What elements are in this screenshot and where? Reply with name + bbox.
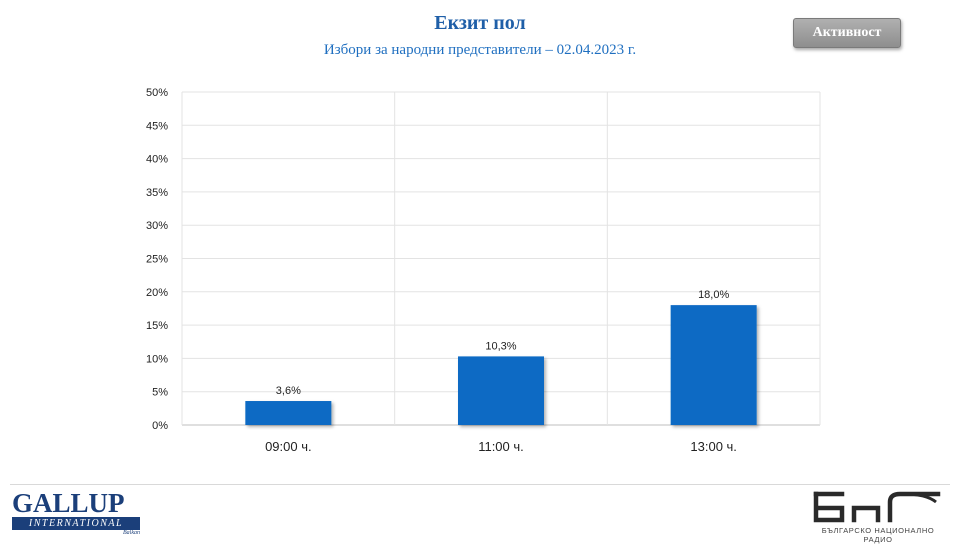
- y-tick-label: 15%: [146, 320, 168, 332]
- bar-layer: 3,6% 10,3% 18,0%: [245, 289, 757, 425]
- bar: [458, 356, 544, 425]
- y-tick-label: 40%: [146, 154, 168, 166]
- bnr-logo-icon: [813, 491, 941, 523]
- x-tick-label: 13:00 ч.: [690, 439, 737, 454]
- data-label: 18,0%: [698, 289, 729, 301]
- y-tick-label: 5%: [152, 387, 168, 399]
- gallup-logo-name: GALLUP: [12, 488, 125, 518]
- bar: [670, 305, 757, 425]
- bnr-logo: БЪЛГАРСКО НАЦИОНАЛНО РАДИО: [808, 490, 948, 544]
- chart-title: Екзит пол: [434, 12, 526, 34]
- gallup-logo: GALLUP INTERNATIONAL Balkan: [12, 490, 147, 540]
- y-tick-label: 50%: [146, 87, 168, 99]
- bar: [245, 401, 332, 425]
- bar-chart: 0% 5% 10% 15% 20% 25% 30% 35% 40% 45% 50% 09:00 ч. 1…: [146, 87, 821, 454]
- bnr-logo-caption: БЪЛГАРСКО НАЦИОНАЛНО РАДИО: [821, 526, 935, 544]
- y-tick-label: 30%: [146, 220, 168, 232]
- chart-subtitle: Избори за народни представители – 02.04.…: [323, 42, 637, 58]
- y-tick-label: 25%: [146, 254, 168, 266]
- y-tick-label: 20%: [146, 287, 168, 299]
- y-tick-label: 35%: [146, 187, 168, 199]
- x-tick-label: 11:00 ч.: [478, 439, 524, 454]
- y-tick-label: 0%: [152, 420, 168, 432]
- y-tick-label: 45%: [146, 120, 168, 132]
- gallup-logo-band: INTERNATIONAL: [12, 517, 140, 530]
- y-tick-label: 10%: [146, 353, 168, 365]
- axis-layer: 0% 5% 10% 15% 20% 25% 30% 35% 40% 45% 50% 09:00 ч. 1…: [146, 87, 737, 454]
- gallup-logo-sub: Balkan: [123, 530, 140, 536]
- data-label: 10,3%: [485, 340, 516, 352]
- footer-divider: [10, 484, 950, 485]
- data-label: 3,6%: [276, 385, 301, 397]
- x-tick-label: 09:00 ч.: [265, 439, 312, 454]
- activity-button[interactable]: Активност: [793, 18, 901, 48]
